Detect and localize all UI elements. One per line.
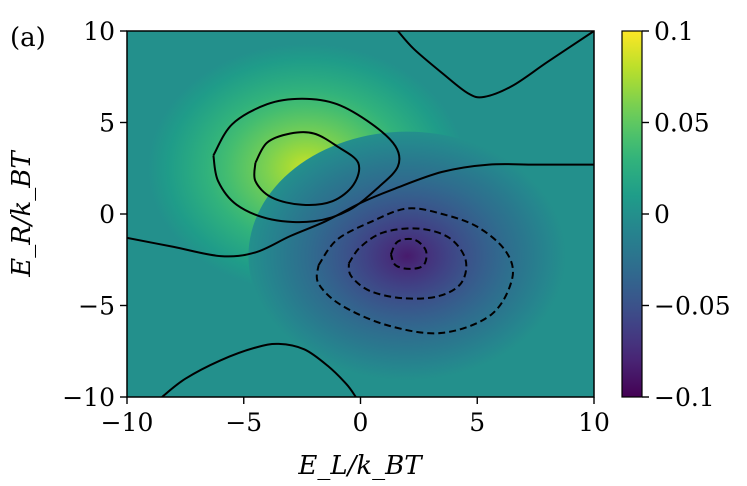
y-tick-label: −5	[78, 292, 115, 321]
x-tick-label: −5	[225, 408, 262, 437]
contour-line-positive	[397, 31, 594, 99]
x-tick-label: −10	[101, 408, 154, 437]
contour-line-negative	[347, 227, 468, 300]
y-axis-label: E_R/k_BT	[7, 150, 37, 278]
contour-lines	[127, 31, 594, 397]
contour-line-negative	[315, 207, 514, 335]
contour-line-positive	[127, 163, 594, 258]
x-tick-label: 0	[353, 408, 369, 437]
colorbar-tick-label: 0.1	[654, 17, 694, 46]
colorbar	[621, 30, 643, 398]
x-tick-label: 5	[469, 408, 485, 437]
y-tick-label: 0	[99, 200, 115, 229]
x-axis-label: E_L/k_BT	[297, 451, 423, 481]
x-axis-ticks: −10 −5 0 5 10	[101, 397, 610, 437]
colorbar-ticks: −0.1 −0.05 0 0.05 0.1	[642, 17, 731, 412]
colorbar-tick-label: 0	[654, 200, 670, 229]
plot-area	[127, 31, 594, 397]
x-tick-label: 10	[578, 408, 610, 437]
heatmap-minimum	[248, 131, 566, 381]
colorbar-tick-label: −0.1	[654, 383, 715, 412]
y-tick-label: −10	[62, 383, 115, 412]
contour-line-positive	[212, 97, 401, 224]
panel-label: (a)	[10, 23, 46, 53]
contour-line-positive	[161, 342, 357, 397]
contour-line-negative	[389, 237, 428, 270]
y-tick-label: 10	[83, 17, 115, 46]
colorbar-tick-label: 0.05	[654, 109, 710, 138]
contour-line-positive	[253, 131, 361, 206]
colorbar-tick-label: −0.05	[654, 292, 731, 321]
y-axis-ticks: −10 −5 0 5 10	[62, 17, 127, 412]
y-tick-label: 5	[99, 109, 115, 138]
